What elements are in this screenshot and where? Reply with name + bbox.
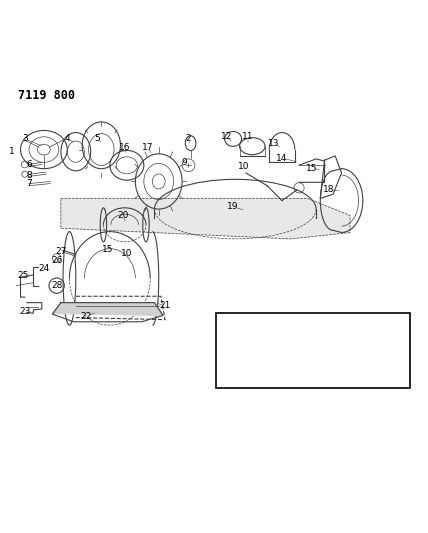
Text: 18: 18 (315, 336, 326, 345)
Text: 9: 9 (181, 158, 187, 167)
Text: 7119 800: 7119 800 (18, 88, 75, 102)
Text: 12: 12 (221, 132, 232, 141)
Text: 7: 7 (26, 179, 32, 188)
Text: 15: 15 (102, 245, 113, 254)
Text: 30: 30 (310, 364, 322, 373)
Polygon shape (52, 303, 163, 316)
Text: 19: 19 (227, 203, 239, 212)
Text: 5: 5 (94, 134, 100, 143)
Text: 3: 3 (22, 134, 28, 143)
Text: 6: 6 (26, 160, 32, 169)
Text: 14: 14 (276, 154, 288, 163)
Text: 15: 15 (306, 164, 318, 173)
Text: 29: 29 (236, 336, 247, 345)
Text: 4: 4 (275, 366, 281, 375)
Text: 10: 10 (238, 162, 250, 171)
Polygon shape (61, 198, 350, 239)
Text: 10: 10 (121, 249, 133, 259)
Text: 11: 11 (242, 132, 254, 141)
Text: 18: 18 (323, 185, 335, 195)
Text: 1: 1 (9, 147, 15, 156)
Text: 22: 22 (81, 312, 92, 321)
Text: 24: 24 (38, 264, 50, 273)
Text: 25: 25 (17, 271, 28, 280)
Text: 21: 21 (159, 301, 171, 310)
Text: 13: 13 (268, 139, 279, 148)
Text: 8: 8 (26, 171, 32, 180)
Text: 28: 28 (51, 281, 62, 290)
Text: 23: 23 (19, 306, 30, 316)
Text: 27: 27 (55, 247, 67, 256)
Text: 2: 2 (186, 134, 191, 143)
Text: 4: 4 (65, 134, 70, 143)
Text: 20: 20 (117, 211, 128, 220)
Text: 26: 26 (51, 256, 62, 264)
Text: 17: 17 (143, 143, 154, 152)
Bar (216, 313, 410, 387)
Text: 16: 16 (119, 143, 131, 152)
